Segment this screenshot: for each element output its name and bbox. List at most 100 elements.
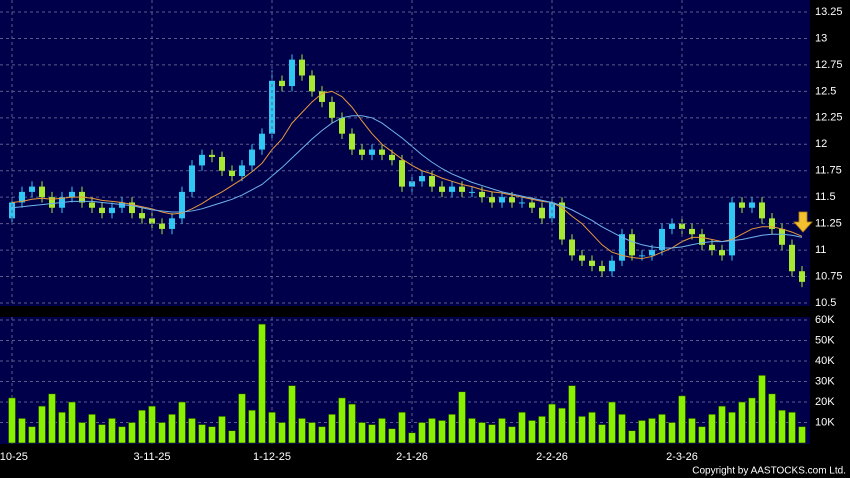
volume-bar — [798, 426, 806, 444]
volume-bar — [598, 424, 606, 444]
candle-body — [159, 223, 165, 229]
volume-bar — [288, 385, 296, 444]
volume-bar — [268, 411, 276, 444]
candle-body — [139, 213, 145, 219]
candle-body — [39, 186, 45, 198]
volume-bar — [208, 426, 216, 444]
volume-bar — [378, 418, 386, 444]
candle-body — [729, 202, 735, 256]
volume-bar — [588, 411, 596, 444]
volume-bar — [198, 424, 206, 444]
volume-bar — [38, 405, 46, 444]
candle-body — [519, 202, 525, 204]
candle-body — [309, 75, 315, 92]
volume-bar — [278, 422, 286, 444]
candle-body — [509, 197, 515, 203]
volume-bar — [128, 422, 136, 444]
y-tick-label: 50K — [815, 334, 835, 346]
candle-body — [649, 250, 655, 256]
candle-body — [499, 197, 505, 203]
y-tick-label: 20K — [815, 396, 835, 408]
candle-body — [169, 218, 175, 229]
volume-bar — [648, 418, 656, 444]
volume-bar — [188, 418, 196, 444]
volume-bar — [528, 420, 536, 444]
volume-bar — [438, 420, 446, 444]
candle-body — [289, 59, 295, 87]
candle-body — [29, 186, 35, 192]
candle-body — [319, 91, 325, 102]
volume-bar — [78, 422, 86, 444]
volume-bar — [58, 411, 66, 444]
candle-body — [409, 181, 415, 187]
volume-bar — [738, 401, 746, 444]
volume-bar — [468, 418, 476, 444]
volume-bar — [488, 424, 496, 444]
volume-bar — [538, 416, 546, 444]
candle-body — [659, 228, 665, 251]
candle-body — [739, 202, 745, 208]
candle-body — [609, 260, 615, 272]
candle-body — [179, 191, 185, 219]
price-panel — [0, 0, 810, 306]
candle-body — [789, 244, 795, 272]
volume-bar — [568, 385, 576, 444]
x-tick-label: 1-12-25 — [253, 451, 291, 463]
candle-body — [699, 234, 705, 245]
candle-body — [629, 234, 635, 256]
candle-body — [529, 202, 535, 208]
candle-body — [369, 149, 375, 155]
candle-body — [689, 228, 695, 235]
candle-body — [109, 207, 115, 214]
volume-bar — [458, 391, 466, 444]
volume-bar — [348, 403, 356, 444]
candle-body — [569, 239, 575, 256]
volume-bar — [578, 416, 586, 444]
candle-body — [459, 186, 465, 192]
candle-body — [489, 197, 495, 203]
candle-body — [129, 202, 135, 214]
volume-bar — [688, 418, 696, 444]
volume-bar — [478, 422, 486, 444]
candle-body — [769, 218, 775, 229]
candle-body — [89, 202, 95, 208]
volume-bar — [518, 411, 526, 444]
volume-bar — [608, 401, 616, 444]
volume-bar — [638, 420, 646, 444]
y-tick-label: 11.25 — [815, 218, 842, 230]
volume-bar — [118, 426, 126, 444]
candle-body — [469, 191, 475, 193]
volume-bar — [108, 418, 116, 444]
candle-body — [669, 223, 675, 229]
volume-bar — [248, 409, 256, 444]
x-tick-label: 2-2-26 — [536, 451, 568, 463]
volume-bar — [388, 428, 396, 444]
y-tick-label: 30K — [815, 375, 835, 387]
volume-bar — [308, 422, 316, 444]
volume-bar — [238, 393, 246, 444]
y-tick-label: 40K — [815, 355, 835, 367]
volume-bar — [18, 418, 26, 444]
candle-body — [679, 223, 685, 229]
candle-body — [399, 160, 405, 187]
candle-body — [269, 80, 275, 134]
y-tick-label: 10K — [815, 416, 835, 428]
candle-body — [589, 260, 595, 266]
candle-body — [329, 101, 335, 118]
volume-bar — [338, 397, 346, 444]
candle-body — [349, 133, 355, 150]
volume-bar — [138, 409, 146, 444]
candle-body — [279, 80, 285, 87]
plot-layer: 10.5 10.75 11 11.25 11.5 11.75 12 12.25 12.5 12.7… — [0, 0, 843, 463]
volume-bar — [368, 424, 376, 444]
volume-bar — [748, 397, 756, 444]
candle-body — [69, 191, 75, 198]
x-tick-label: 2-3-26 — [666, 451, 698, 463]
volume-bar — [418, 422, 426, 444]
volume-bar — [728, 411, 736, 444]
volume-bar — [448, 413, 456, 444]
candle-body — [449, 186, 455, 192]
candle-body — [209, 154, 215, 157]
volume-bar — [618, 413, 626, 444]
volume-bar — [718, 405, 726, 444]
